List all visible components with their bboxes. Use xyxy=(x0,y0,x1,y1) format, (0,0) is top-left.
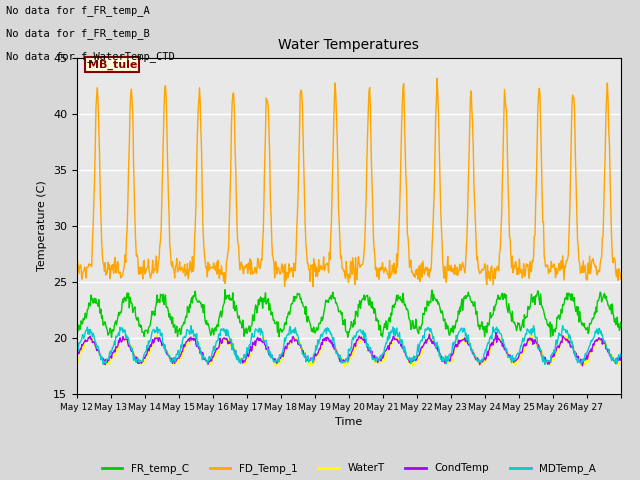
WaterT xyxy=(437,352,445,358)
MDTemp_A xyxy=(559,323,566,329)
MDTemp_A xyxy=(284,331,292,336)
FD_Temp_1 xyxy=(73,271,81,277)
Title: Water Temperatures: Water Temperatures xyxy=(278,38,419,52)
WaterT xyxy=(427,331,435,337)
FD_Temp_1 xyxy=(309,284,317,289)
FD_Temp_1 xyxy=(264,99,271,105)
Text: No data for f_FR_temp_B: No data for f_FR_temp_B xyxy=(6,28,150,39)
Line: CondTemp: CondTemp xyxy=(77,332,621,366)
MDTemp_A xyxy=(541,361,548,367)
CondTemp xyxy=(579,363,586,369)
FR_temp_C xyxy=(108,335,115,340)
X-axis label: Time: Time xyxy=(335,417,362,427)
FD_Temp_1 xyxy=(433,75,441,81)
Text: No data for f_WaterTemp_CTD: No data for f_WaterTemp_CTD xyxy=(6,51,175,62)
CondTemp xyxy=(137,359,145,364)
FR_temp_C xyxy=(221,287,229,293)
Line: FD_Temp_1: FD_Temp_1 xyxy=(77,78,621,287)
Text: No data for f_FR_temp_A: No data for f_FR_temp_A xyxy=(6,5,150,16)
FD_Temp_1 xyxy=(617,276,625,282)
WaterT xyxy=(237,360,244,365)
CondTemp xyxy=(284,341,292,347)
MDTemp_A xyxy=(264,346,271,352)
FD_Temp_1 xyxy=(437,204,445,210)
FD_Temp_1 xyxy=(237,263,244,269)
Text: MB_tule: MB_tule xyxy=(88,60,137,70)
CondTemp xyxy=(264,347,271,353)
MDTemp_A xyxy=(237,360,244,366)
FR_temp_C xyxy=(73,327,81,333)
FR_temp_C xyxy=(265,307,273,313)
CondTemp xyxy=(405,357,413,362)
MDTemp_A xyxy=(435,353,443,359)
Legend: FR_temp_C, FD_Temp_1, WaterT, CondTemp, MDTemp_A: FR_temp_C, FD_Temp_1, WaterT, CondTemp, … xyxy=(97,459,600,479)
FR_temp_C xyxy=(138,323,145,329)
MDTemp_A xyxy=(405,356,413,362)
FR_temp_C xyxy=(406,318,414,324)
CondTemp xyxy=(492,329,500,335)
CondTemp xyxy=(237,359,244,364)
FR_temp_C xyxy=(437,309,445,315)
Line: WaterT: WaterT xyxy=(77,334,621,366)
CondTemp xyxy=(73,351,81,357)
CondTemp xyxy=(435,349,443,355)
MDTemp_A xyxy=(73,349,81,355)
MDTemp_A xyxy=(617,351,625,357)
WaterT xyxy=(137,361,145,367)
FD_Temp_1 xyxy=(284,275,292,280)
FD_Temp_1 xyxy=(406,264,413,270)
WaterT xyxy=(617,358,625,363)
MDTemp_A xyxy=(137,359,145,364)
FR_temp_C xyxy=(238,325,246,331)
Line: FR_temp_C: FR_temp_C xyxy=(77,290,621,337)
WaterT xyxy=(406,357,413,363)
WaterT xyxy=(341,363,349,369)
FD_Temp_1 xyxy=(137,271,145,276)
Line: MDTemp_A: MDTemp_A xyxy=(77,326,621,364)
FR_temp_C xyxy=(617,320,625,325)
CondTemp xyxy=(617,351,625,357)
Y-axis label: Temperature (C): Temperature (C) xyxy=(37,180,47,271)
FR_temp_C xyxy=(285,312,293,317)
WaterT xyxy=(264,348,271,354)
WaterT xyxy=(73,357,81,363)
WaterT xyxy=(284,344,292,349)
